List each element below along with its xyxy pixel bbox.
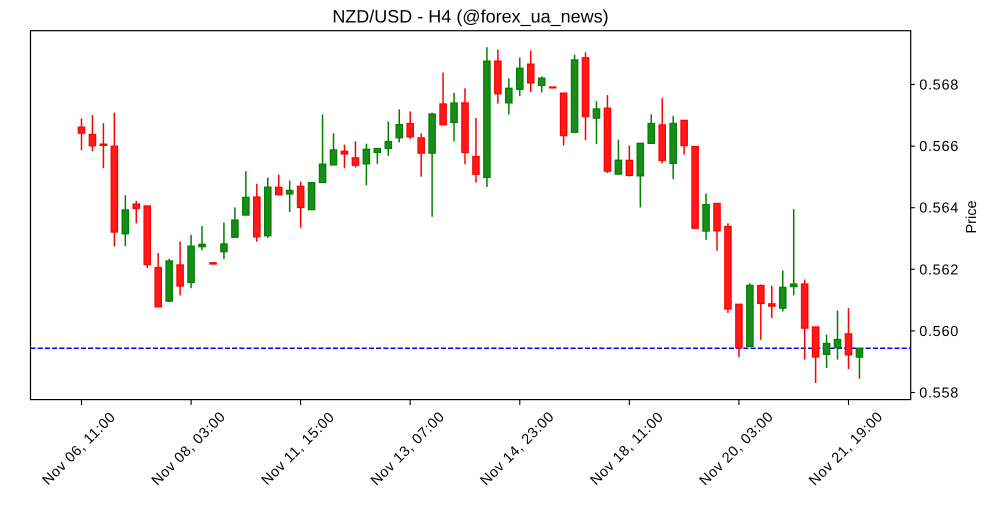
svg-text:0.566: 0.566: [919, 139, 959, 155]
svg-text:NZD/USD - H4 (@forex_ua_news): NZD/USD - H4 (@forex_ua_news): [332, 7, 608, 27]
svg-text:0.560: 0.560: [919, 324, 959, 340]
svg-text:0.562: 0.562: [919, 262, 959, 278]
svg-text:0.558: 0.558: [919, 386, 959, 402]
svg-text:0.564: 0.564: [919, 201, 959, 217]
svg-text:0.568: 0.568: [919, 78, 959, 94]
svg-text:Price: Price: [964, 200, 980, 233]
